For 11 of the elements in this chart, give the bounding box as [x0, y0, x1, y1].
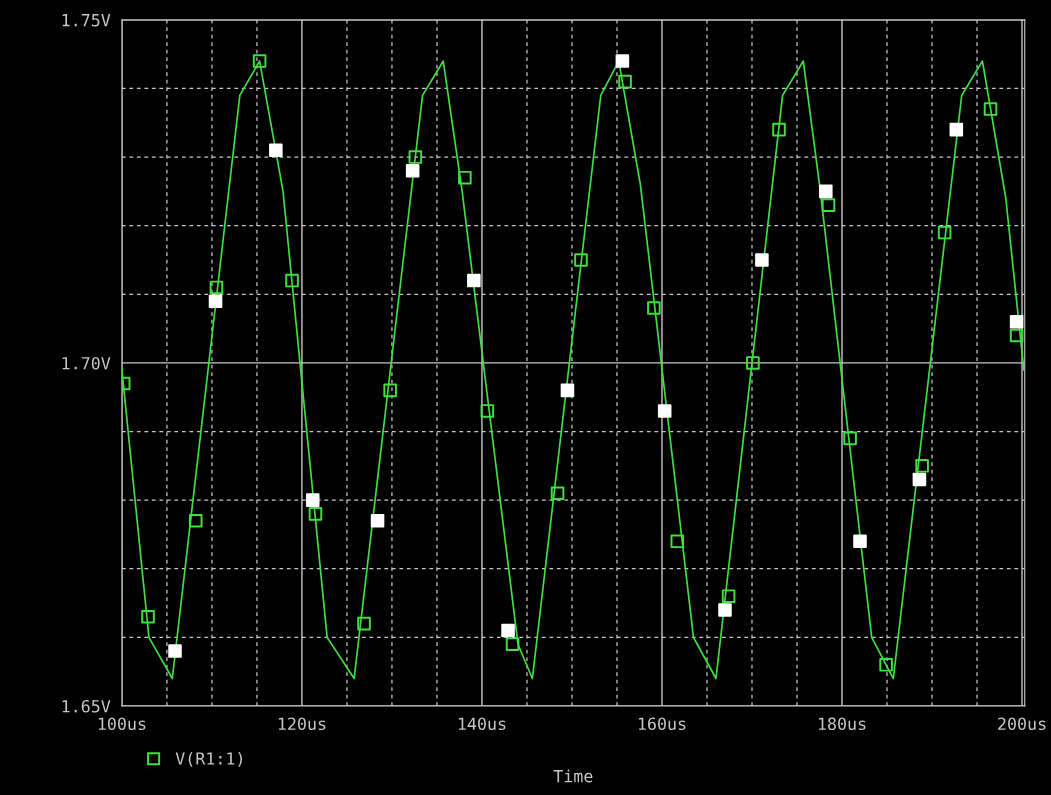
- x-axis-title: Time: [553, 769, 593, 783]
- x-tick-label: 160us: [638, 717, 686, 731]
- x-tick-label: 140us: [458, 717, 506, 731]
- x-tick-label: 200us: [998, 717, 1046, 731]
- y-tick-label: 1.75V: [62, 14, 111, 27]
- x-tick-label: 180us: [818, 717, 866, 731]
- y-tick-label: 1.70V: [62, 356, 111, 370]
- x-tick-label: 120us: [278, 717, 326, 731]
- x-tick-label: 100us: [98, 717, 146, 731]
- y-tick-label: 1.65V: [62, 699, 111, 713]
- legend-label: V(R1:1): [175, 751, 243, 767]
